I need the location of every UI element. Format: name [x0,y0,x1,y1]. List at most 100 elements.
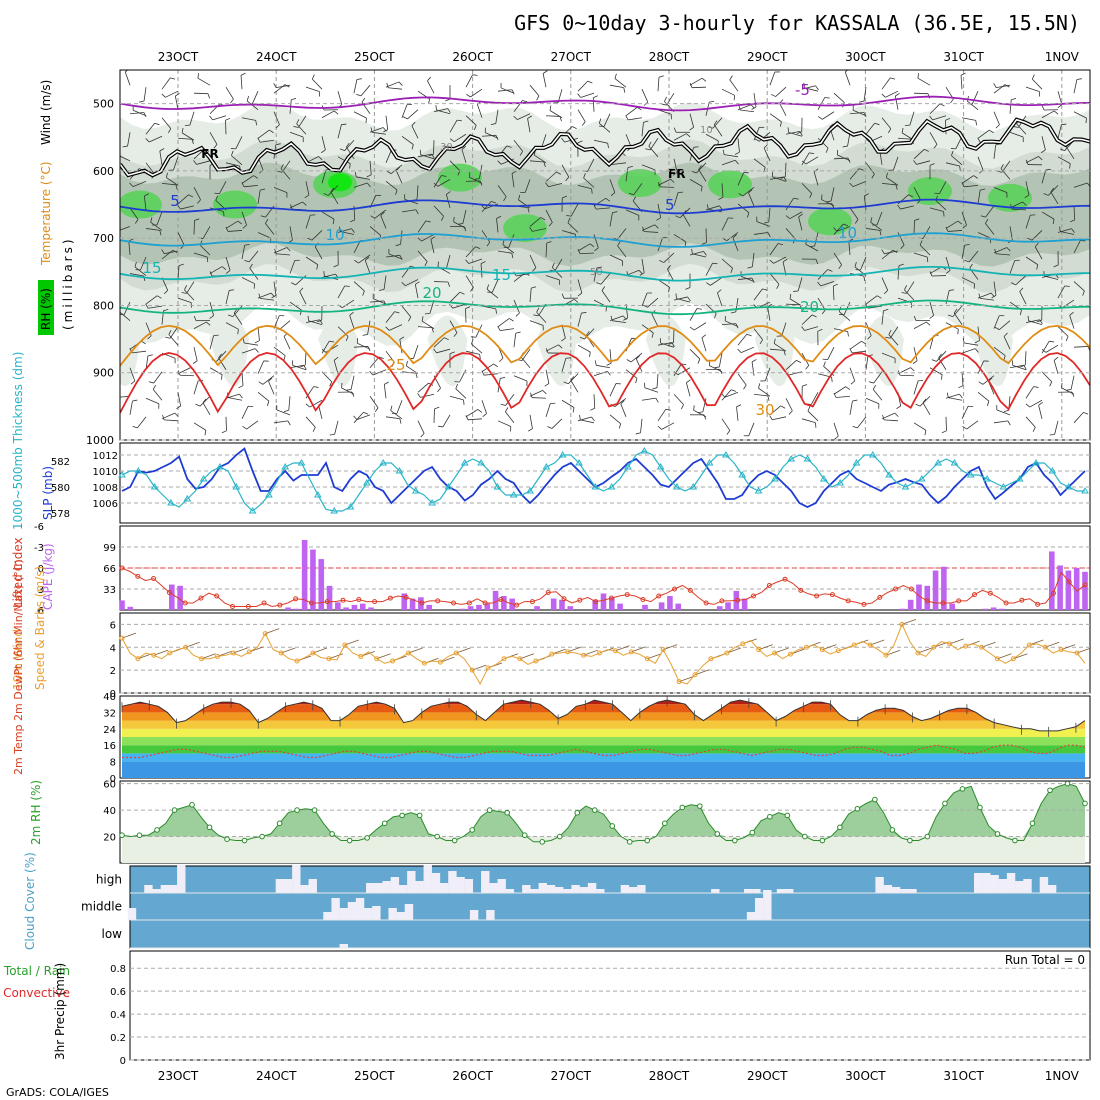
wind-barb-flag [1083,412,1089,415]
wind-barb-flag [449,351,455,355]
wind-barb [673,296,688,301]
wind-barb-flag [769,415,773,420]
cape-bar [642,604,648,610]
wind-barb-flag [453,216,455,222]
wind-barb-flag [962,338,965,344]
wind-barb [977,391,990,402]
wind-barb-flag [527,115,533,119]
wind-barb-flag [237,220,243,225]
wind-barb-flag [225,117,231,121]
wind-barb [849,367,856,382]
wind-barb-flag [693,405,695,411]
wind-barb-flag [194,218,200,221]
wind-barb [865,122,875,135]
wind10-marker [994,656,1000,662]
wind-barb [1073,111,1087,119]
wind-barb-flag [316,319,322,323]
wind-barb [465,115,477,126]
wind-barb-flag [369,371,374,376]
wind-barb [401,209,416,213]
wind-barb [935,200,947,211]
cape-bar [177,585,183,610]
wind-barb-flag [129,182,134,187]
cape-bar [476,604,482,610]
wind-barb [804,87,819,92]
wind-barb [876,211,883,226]
wind-barb [977,156,984,171]
wind-barb-flag [162,414,165,420]
wind10-marker [1042,644,1048,650]
cloud-cell [160,885,170,893]
cloud-axis-label: Cloud Cover (%) [23,852,37,950]
wind-barb-flag [714,313,717,319]
wind-barb-flag [767,395,770,401]
wind-barb [625,106,638,117]
li-marker [403,594,409,600]
wind-barb-flag [591,188,593,194]
wind-barb [505,394,515,406]
wind-barb-flag [940,374,943,380]
wind-barb-flag [701,77,707,82]
thickness-marker [950,459,959,466]
wind-barb [305,256,318,265]
wind-barb [814,232,819,247]
wind-barb [465,409,479,418]
isotherm-label: 25 [386,356,405,374]
wind-barb [763,147,771,161]
wind-barb [801,152,810,166]
wind-barb-flag [511,253,514,259]
cape-bar [409,598,416,610]
wind-barb-flag [910,367,915,372]
wind-barb-flag [587,80,593,84]
wind-barb [561,164,570,178]
cloud-cell [339,908,348,920]
wind-barb [369,356,380,368]
wind10-marker [803,644,809,650]
wind-barb [442,414,451,428]
li-marker [1035,601,1041,607]
cloud-cell [388,908,397,920]
wind-barb [873,371,883,384]
wind-barb [333,360,339,374]
wind-barb [383,384,387,399]
wind10-marker [549,651,555,657]
wind-barb-flag [420,433,425,438]
wind-barb [152,389,163,401]
wind-barb-flag [882,414,885,420]
wind-barb [529,217,541,227]
rh2m-marker [154,827,160,833]
rh2m-marker [364,835,370,841]
wind-barb [388,87,403,90]
wind-barb-flag [291,97,297,101]
wind-barb-flag [287,420,291,426]
wind-barb-flag [1000,164,1004,169]
li-marker [135,573,141,579]
wind-barb-flag [424,261,428,267]
wind-barb [193,380,199,395]
cape-bar [401,593,408,610]
wind-barb [1045,344,1059,353]
wind-barb-flag [874,122,880,126]
wind-barb-flag [639,272,645,276]
wind-barb [1028,320,1043,326]
cape-tick-label: 99 [103,543,116,554]
wind-barb-flag [607,143,609,149]
wind-barb-flag [296,119,300,125]
wind10-marker [644,656,650,662]
cloud-cell [486,910,495,920]
wind-barb-flag [275,143,281,146]
wind-barb [541,134,547,148]
wind-barb-flag [847,331,849,337]
cape-bar [990,607,997,610]
wind-barb [872,389,883,401]
wind-barb-flag [273,83,277,88]
li-marker [545,590,551,595]
wind-barb [453,221,467,229]
wind-barb [785,228,796,240]
wind-barb-flag [717,289,722,294]
wind-barb-flag [991,295,997,299]
wind-barb-flag [547,426,553,429]
wind-barb-flag [390,405,393,411]
wind10-marker [1026,642,1032,648]
